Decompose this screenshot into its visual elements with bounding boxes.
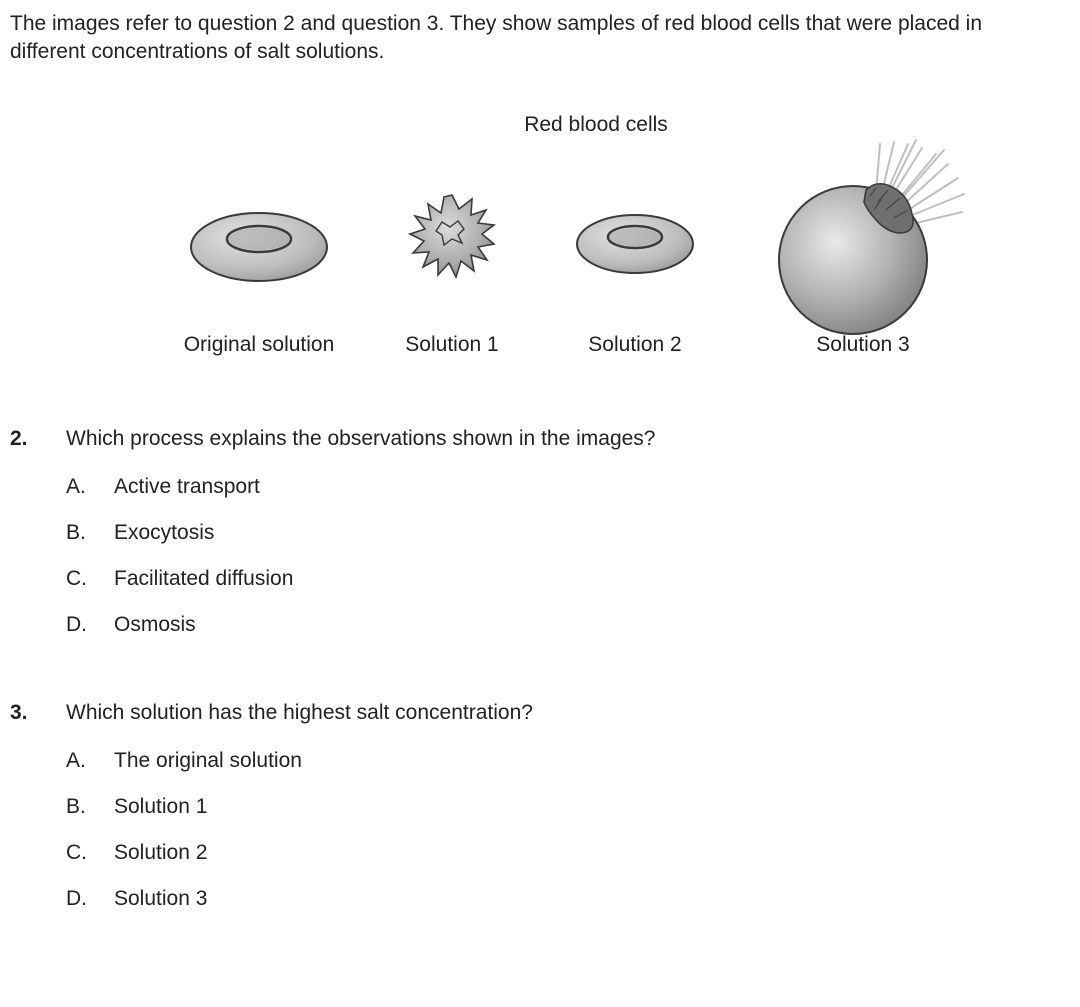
option-letter: D. (66, 613, 114, 637)
question-2-options: A. Active transport B. Exocytosis C. Fac… (66, 475, 1062, 637)
question-3-stem: Which solution has the highest salt conc… (66, 701, 1062, 725)
cell-original: Original solution (174, 147, 344, 357)
question-2-option-d: D. Osmosis (66, 613, 1062, 637)
option-text: The original solution (114, 749, 302, 773)
question-3: 3. Which solution has the highest salt c… (10, 701, 1062, 933)
question-3-body: Which solution has the highest salt conc… (66, 701, 1062, 933)
question-2-body: Which process explains the observations … (66, 427, 1062, 659)
cell-solution-1-label: Solution 1 (405, 333, 498, 357)
question-3-options: A. The original solution B. Solution 1 C… (66, 749, 1062, 911)
option-letter: C. (66, 841, 114, 865)
option-text: Solution 3 (114, 887, 207, 911)
question-2-number: 2. (10, 427, 66, 659)
cell-solution-2: Solution 2 (560, 147, 710, 357)
question-2: 2. Which process explains the observatio… (10, 427, 1062, 659)
cell-solution-1-image (392, 147, 512, 327)
question-2-stem: Which process explains the observations … (66, 427, 1062, 451)
intro-text: The images refer to question 2 and quest… (10, 10, 1062, 67)
option-letter: B. (66, 795, 114, 819)
question-2-option-c: C. Facilitated diffusion (66, 567, 1062, 591)
option-letter: B. (66, 521, 114, 545)
figure-row: Original solution Solution 1 (10, 147, 1062, 357)
cell-solution-3-image (758, 147, 968, 327)
option-text: Facilitated diffusion (114, 567, 293, 591)
cell-solution-3: Solution 3 (758, 147, 968, 357)
cell-solution-2-image (560, 147, 710, 327)
option-letter: A. (66, 475, 114, 499)
option-text: Solution 1 (114, 795, 207, 819)
option-text: Osmosis (114, 613, 196, 637)
cell-solution-3-label: Solution 3 (816, 333, 909, 357)
question-2-option-b: B. Exocytosis (66, 521, 1062, 545)
cell-solution-2-label: Solution 2 (588, 333, 681, 357)
question-3-number: 3. (10, 701, 66, 933)
question-3-option-a: A. The original solution (66, 749, 1062, 773)
question-3-option-b: B. Solution 1 (66, 795, 1062, 819)
cell-original-label: Original solution (184, 333, 335, 357)
option-letter: C. (66, 567, 114, 591)
option-text: Exocytosis (114, 521, 214, 545)
option-text: Active transport (114, 475, 260, 499)
question-3-option-d: D. Solution 3 (66, 887, 1062, 911)
cell-solution-1: Solution 1 (392, 147, 512, 357)
cell-original-image (174, 147, 344, 327)
option-letter: D. (66, 887, 114, 911)
question-3-option-c: C. Solution 2 (66, 841, 1062, 865)
option-text: Solution 2 (114, 841, 207, 865)
option-letter: A. (66, 749, 114, 773)
page: The images refer to question 2 and quest… (0, 0, 1080, 1005)
question-2-option-a: A. Active transport (66, 475, 1062, 499)
